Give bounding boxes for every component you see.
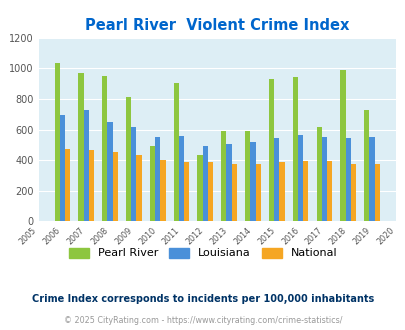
Bar — [136, 155, 141, 221]
Bar — [297, 135, 303, 221]
Bar — [78, 73, 83, 221]
Bar — [179, 136, 183, 221]
Bar — [255, 164, 260, 221]
Bar — [202, 146, 207, 221]
Bar — [369, 137, 374, 221]
Bar — [207, 162, 213, 221]
Bar — [160, 160, 165, 221]
Bar — [173, 82, 179, 221]
Bar — [273, 138, 279, 221]
Bar — [226, 144, 231, 221]
Bar — [183, 162, 189, 221]
Bar — [316, 127, 321, 221]
Bar — [89, 150, 94, 221]
Bar — [279, 162, 284, 221]
Bar — [231, 164, 237, 221]
Bar — [303, 161, 308, 221]
Bar — [350, 164, 355, 221]
Bar — [321, 137, 326, 221]
Bar — [112, 152, 117, 221]
Bar — [107, 122, 112, 221]
Bar — [221, 131, 226, 221]
Text: © 2025 CityRating.com - https://www.cityrating.com/crime-statistics/: © 2025 CityRating.com - https://www.city… — [64, 316, 341, 325]
Text: Crime Index corresponds to incidents per 100,000 inhabitants: Crime Index corresponds to incidents per… — [32, 294, 373, 304]
Bar — [126, 97, 131, 221]
Bar — [131, 127, 136, 221]
Title: Pearl River  Violent Crime Index: Pearl River Violent Crime Index — [85, 17, 349, 33]
Bar — [60, 115, 65, 221]
Bar — [245, 131, 250, 221]
Bar — [339, 70, 345, 221]
Bar — [65, 149, 70, 221]
Bar — [374, 164, 379, 221]
Bar — [326, 160, 331, 221]
Bar — [102, 76, 107, 221]
Bar — [83, 110, 89, 221]
Legend: Pearl River, Louisiana, National: Pearl River, Louisiana, National — [68, 248, 337, 258]
Bar — [268, 80, 273, 221]
Bar — [149, 146, 155, 221]
Bar — [363, 110, 369, 221]
Bar — [292, 77, 297, 221]
Bar — [54, 63, 60, 221]
Bar — [155, 137, 160, 221]
Bar — [345, 138, 350, 221]
Bar — [250, 142, 255, 221]
Bar — [197, 155, 202, 221]
